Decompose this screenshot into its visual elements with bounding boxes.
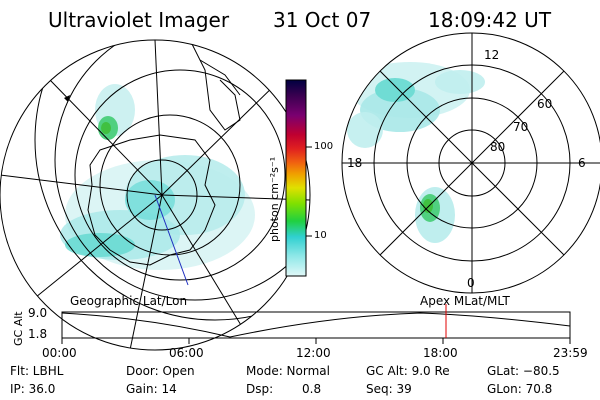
direction-marker-icon bbox=[64, 95, 70, 102]
magnetic-polar-plot bbox=[341, 32, 600, 294]
time-label: 18:09:42 UT bbox=[428, 8, 552, 32]
ip-readout: IP: 36.0 bbox=[10, 382, 56, 396]
geographic-map bbox=[0, 39, 311, 351]
seq-readout: Seq: 39 bbox=[366, 382, 412, 396]
glat-readout: GLat: −80.5 bbox=[487, 364, 560, 378]
mlt-label-18: 18 bbox=[347, 156, 363, 170]
left-panel-border bbox=[0, 39, 311, 351]
y-tick-9: 9.0 bbox=[28, 306, 48, 320]
gc-altitude-curve bbox=[61, 312, 571, 338]
colorbar-label-10: 10 bbox=[314, 230, 327, 241]
mode-readout: Mode: Normal bbox=[246, 364, 330, 378]
dsp-label: Dsp: bbox=[246, 382, 274, 396]
x-tick-label-1200: 12:00 bbox=[296, 346, 331, 360]
glon-readout: GLon: 70.8 bbox=[487, 382, 553, 396]
x-tick-label-2359: 23:59 bbox=[553, 346, 588, 360]
right-panel-caption: Apex MLat/MLT bbox=[420, 294, 510, 308]
colorbar-gradient bbox=[285, 79, 307, 277]
right-grid bbox=[341, 32, 600, 294]
colorbar-label-100: 100 bbox=[314, 141, 334, 152]
mlat-label-60: 60 bbox=[537, 97, 553, 111]
right-aurora-emission bbox=[347, 62, 485, 243]
x-tick-label-0600: 06:00 bbox=[169, 346, 204, 360]
left-latlon-grid bbox=[0, 40, 310, 350]
mlt-label-0: 0 bbox=[467, 276, 475, 290]
mlt-label-12: 12 bbox=[484, 48, 500, 62]
colorbar bbox=[285, 79, 312, 277]
date-label: 31 Oct 07 bbox=[273, 8, 372, 32]
mlat-label-70: 70 bbox=[513, 120, 529, 134]
dsp-value: 0.8 bbox=[302, 382, 322, 396]
x-tick-label-0000: 00:00 bbox=[42, 346, 77, 360]
y-tick-1-8: 1.8 bbox=[28, 327, 48, 341]
sun-direction-line bbox=[154, 194, 189, 286]
gc-alt-axis-label: GC Alt bbox=[12, 311, 25, 346]
instrument-title: Ultraviolet Imager bbox=[48, 8, 230, 32]
left-aurora-emission bbox=[60, 84, 255, 270]
mlt-label-6: 6 bbox=[578, 156, 586, 170]
gc-alt-readout: GC Alt: 9.0 Re bbox=[366, 364, 450, 378]
door-readout: Door: Open bbox=[126, 364, 195, 378]
gain-readout: Gain: 14 bbox=[126, 382, 177, 396]
timeline-frame bbox=[61, 311, 571, 339]
left-panel-caption: Geographic Lat/Lon bbox=[70, 294, 188, 308]
altitude-timeline bbox=[61, 304, 571, 344]
filter-readout: Flt: LBHL bbox=[10, 364, 64, 378]
mlat-label-80: 80 bbox=[490, 140, 506, 154]
x-tick-label-1800: 18:00 bbox=[423, 346, 458, 360]
colorbar-unit-label: photon cm⁻²s⁻¹ bbox=[268, 156, 281, 242]
